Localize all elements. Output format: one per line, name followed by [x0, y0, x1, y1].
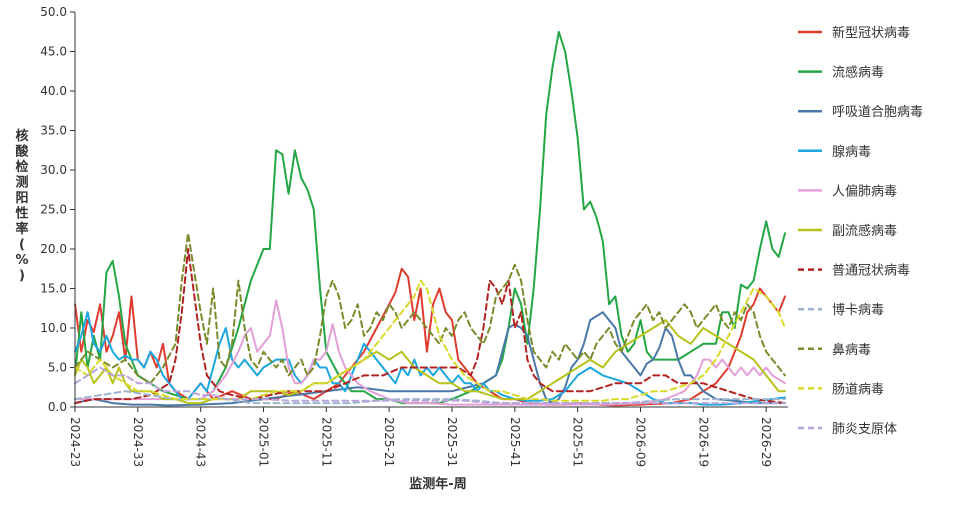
x-axis-title: 监测年-周	[409, 476, 466, 492]
x-tick-label: 2024-43	[194, 417, 208, 467]
legend-label: 腺病毒	[832, 145, 871, 160]
legend-label: 鼻病毒	[832, 342, 871, 358]
series-line-11	[74, 366, 786, 405]
x-tick-label: 2026-29	[759, 417, 773, 467]
legend-item[interactable]: 肺炎支原体	[798, 422, 897, 437]
y-tick-label: 35.0	[40, 124, 67, 138]
y-tick-label: 45.0	[40, 45, 67, 59]
x-tick-label: 2025-21	[382, 417, 396, 467]
y-axis-title-char: (	[19, 238, 25, 253]
y-tick-label: 50.0	[40, 5, 67, 19]
legend-label: 人偏肺病毒	[832, 184, 897, 199]
y-tick-label: 0.0	[48, 400, 67, 414]
y-axis-title-char: 核	[15, 128, 28, 144]
y-axis-title-char: 率	[15, 221, 28, 237]
x-tick-label: 2025-51	[571, 417, 585, 467]
y-axis-title-char: 酸	[15, 144, 29, 160]
series-line-7	[74, 248, 786, 405]
x-tick-label: 2025-01	[256, 417, 270, 467]
legend-item[interactable]: 新型冠状病毒	[798, 25, 910, 41]
x-tick-label: 2025-31	[445, 417, 459, 467]
legend[interactable]: 新型冠状病毒流感病毒呼吸道合胞病毒腺病毒人偏肺病毒副流感病毒普通冠状病毒博卡病毒…	[798, 25, 923, 437]
y-tick-label: 5.0	[48, 361, 67, 375]
legend-item[interactable]: 博卡病毒	[798, 303, 884, 318]
legend-label: 新型冠状病毒	[832, 25, 910, 41]
x-tick-label: 2026-19	[696, 417, 710, 467]
legend-label: 博卡病毒	[832, 303, 884, 318]
legend-item[interactable]: 人偏肺病毒	[798, 184, 897, 199]
legend-item[interactable]: 鼻病毒	[798, 342, 871, 358]
legend-item[interactable]: 流感病毒	[798, 65, 884, 81]
series-line-9	[74, 232, 786, 385]
x-axis-ticks: 2024-23 2024-33 2024-43 2025-01 2025-11 2025-…	[68, 407, 773, 467]
series-line-6	[74, 319, 786, 405]
y-tick-label: 10.0	[40, 321, 67, 335]
legend-label: 肠道病毒	[832, 382, 884, 397]
y-axis-title-char: %	[15, 253, 28, 268]
y-axis-title-char: 测	[15, 175, 28, 191]
y-axis-title-char: 阳	[15, 191, 28, 206]
series-line-3	[74, 311, 786, 407]
x-tick-label: 2024-23	[68, 417, 82, 467]
y-tick-label: 20.0	[40, 242, 67, 256]
y-tick-label: 25.0	[40, 203, 67, 217]
y-axis-ticks: 0.0 5.0 10.0 15.0 20.0 25.0 30.0 35.0 40.0 45.0 50…	[40, 5, 75, 414]
legend-label: 普通冠状病毒	[832, 264, 910, 279]
x-tick-label: 2026-09	[633, 417, 647, 467]
legend-item[interactable]: 普通冠状病毒	[798, 264, 910, 279]
legend-item[interactable]: 肠道病毒	[798, 382, 884, 397]
axes	[74, 12, 788, 408]
y-tick-label: 30.0	[40, 163, 67, 177]
legend-item[interactable]: 呼吸道合胞病毒	[798, 105, 923, 120]
x-tick-label: 2025-11	[319, 417, 333, 467]
series-line-10	[74, 279, 786, 402]
legend-label: 副流感病毒	[832, 223, 897, 239]
y-tick-label: 15.0	[40, 282, 67, 296]
legend-label: 流感病毒	[832, 65, 884, 81]
series-line-2	[74, 30, 786, 405]
x-tick-label: 2024-33	[131, 417, 145, 467]
legend-item[interactable]: 副流感病毒	[798, 223, 897, 239]
series-lines	[74, 30, 786, 407]
legend-label: 呼吸道合胞病毒	[832, 105, 923, 120]
y-axis-title-char: )	[19, 269, 25, 284]
x-tick-label: 2025-41	[508, 417, 522, 467]
legend-item[interactable]: 腺病毒	[798, 145, 871, 160]
y-axis-title-char: 检	[15, 159, 28, 175]
legend-label: 肺炎支原体	[832, 422, 897, 437]
y-tick-label: 40.0	[40, 84, 67, 98]
y-axis-title-char: 性	[15, 206, 28, 222]
